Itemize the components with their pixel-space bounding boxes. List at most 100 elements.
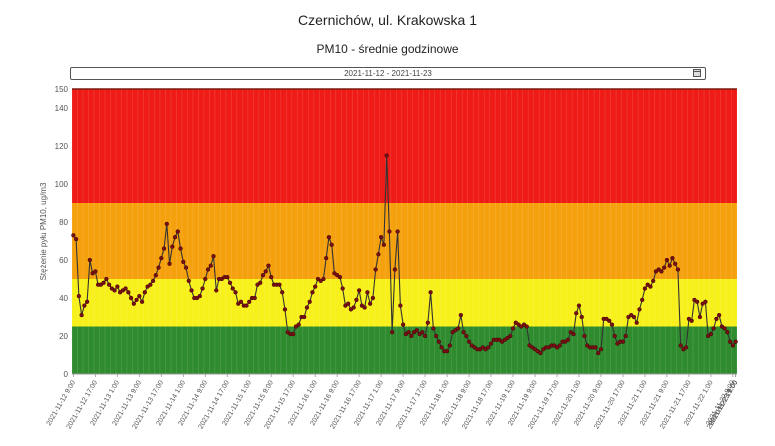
data-point [733, 339, 738, 344]
data-point [227, 280, 233, 285]
data-point [730, 343, 736, 348]
data-point [651, 278, 656, 284]
data-point [214, 288, 219, 293]
y-tick-label: 140 [55, 104, 69, 113]
data-point [208, 263, 213, 268]
data-point [238, 299, 244, 304]
calendar-icon[interactable] [693, 69, 701, 77]
data-point [71, 233, 76, 238]
data-point [675, 267, 681, 272]
data-point [455, 326, 461, 331]
data-point [161, 246, 167, 251]
y-tick-label: 150 [55, 85, 69, 94]
data-point [104, 276, 109, 282]
data-point [392, 267, 398, 272]
data-point [722, 326, 727, 331]
data-point [362, 305, 367, 310]
data-point [711, 326, 716, 331]
y-tick-label: 60 [59, 256, 68, 265]
data-point [87, 257, 93, 263]
data-point [623, 333, 628, 339]
data-point [186, 278, 191, 284]
data-point [640, 297, 645, 303]
y-tick-label: 120 [55, 142, 69, 151]
data-point [557, 343, 562, 348]
data-point [422, 333, 428, 339]
data-point [156, 265, 161, 270]
data-point [148, 282, 153, 287]
data-point [351, 305, 356, 310]
data-point [576, 303, 582, 308]
date-range-input[interactable]: 2021-11-12 - 2021-11-23 [70, 67, 706, 80]
data-point [128, 295, 134, 301]
data-point [167, 261, 172, 266]
data-point [337, 274, 343, 280]
data-point [444, 349, 450, 354]
data-point [398, 303, 403, 308]
data-point [384, 153, 389, 158]
data-point [82, 303, 87, 308]
data-point [139, 299, 145, 304]
y-axis-title: Stężenie pyłu PM10, ug/m3 [39, 182, 48, 280]
data-point [175, 229, 180, 234]
data-point [370, 295, 376, 301]
data-point [123, 286, 128, 291]
data-point [310, 290, 315, 295]
data-point [73, 236, 79, 242]
data-point [84, 299, 90, 304]
data-point [244, 303, 249, 308]
data-point [464, 333, 469, 339]
data-point [159, 255, 164, 261]
data-point [400, 322, 406, 327]
data-point [378, 235, 384, 240]
data-point [211, 254, 216, 259]
data-point [637, 307, 642, 312]
data-point [714, 316, 719, 322]
data-point [134, 297, 139, 303]
data-point [395, 229, 400, 234]
data-point [488, 341, 494, 346]
data-point [282, 307, 288, 312]
data-point [346, 301, 351, 306]
data-point [153, 273, 158, 278]
data-point [203, 276, 208, 282]
data-point [205, 267, 211, 272]
data-point [266, 263, 271, 268]
data-point [321, 276, 326, 282]
data-point [277, 282, 282, 287]
data-point [593, 345, 598, 350]
data-point [181, 259, 186, 265]
data-point [150, 278, 156, 284]
data-point [170, 244, 175, 249]
data-point [172, 235, 178, 240]
data-point [373, 267, 378, 272]
data-point [178, 246, 183, 251]
data-point [183, 265, 189, 270]
data-point [200, 286, 205, 291]
data-point [642, 286, 648, 291]
data-point [664, 257, 670, 263]
data-point [703, 299, 708, 304]
data-point [79, 312, 84, 318]
data-point [425, 320, 431, 325]
data-point [106, 282, 112, 287]
data-point [376, 252, 381, 257]
data-point [648, 284, 653, 289]
data-point [596, 350, 601, 356]
data-point [697, 314, 703, 320]
data-point [708, 331, 714, 337]
data-point [247, 299, 252, 304]
date-range-value: 2021-11-12 - 2021-11-23 [344, 69, 432, 78]
data-point [695, 299, 700, 304]
data-point [684, 345, 689, 350]
data-point [387, 229, 392, 234]
data-point [678, 343, 683, 348]
data-point [447, 343, 452, 348]
data-point [436, 339, 442, 344]
data-point [461, 330, 466, 335]
data-point [612, 333, 617, 339]
data-point [258, 280, 263, 285]
data-point [324, 255, 329, 261]
data-point [389, 330, 395, 335]
data-point [340, 286, 345, 291]
